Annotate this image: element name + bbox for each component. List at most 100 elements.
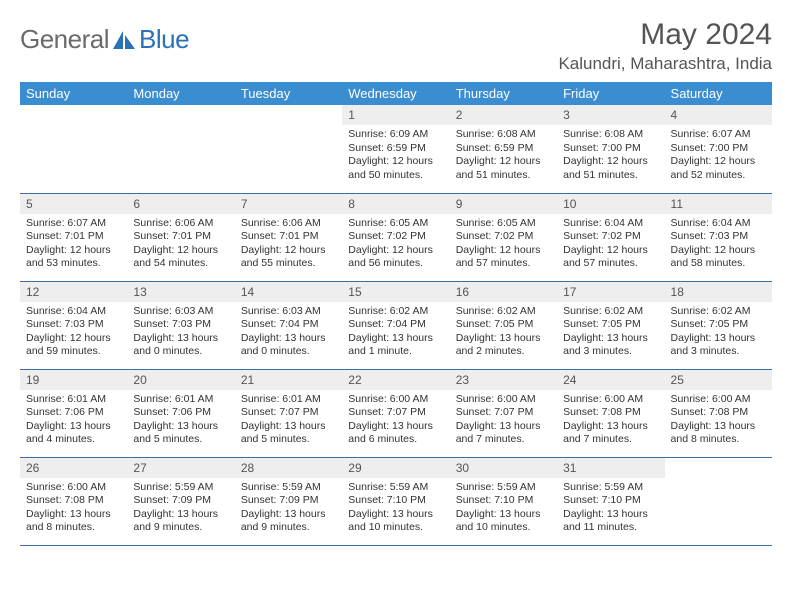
detail-line: Sunset: 6:59 PM (456, 142, 551, 156)
day-details: Sunrise: 6:09 AMSunset: 6:59 PMDaylight:… (342, 125, 449, 187)
day-number: 8 (342, 194, 449, 214)
detail-line: and 2 minutes. (456, 345, 551, 359)
detail-line: and 53 minutes. (26, 257, 121, 271)
calendar-day-cell: 8Sunrise: 6:05 AMSunset: 7:02 PMDaylight… (342, 193, 449, 281)
detail-line: Daylight: 13 hours (456, 332, 551, 346)
detail-line: Daylight: 13 hours (456, 508, 551, 522)
detail-line: Sunrise: 6:00 AM (26, 481, 121, 495)
detail-line: Sunrise: 5:59 AM (241, 481, 336, 495)
detail-line: Sunrise: 6:04 AM (563, 217, 658, 231)
detail-line: Sunset: 7:08 PM (26, 494, 121, 508)
calendar-table: Sunday Monday Tuesday Wednesday Thursday… (20, 82, 772, 546)
day-number: 25 (665, 370, 772, 390)
calendar-day-cell: 13Sunrise: 6:03 AMSunset: 7:03 PMDayligh… (127, 281, 234, 369)
weekday-header: Sunday (20, 82, 127, 105)
detail-line: and 50 minutes. (348, 169, 443, 183)
detail-line: Daylight: 13 hours (133, 508, 228, 522)
calendar-day-cell: 3Sunrise: 6:08 AMSunset: 7:00 PMDaylight… (557, 105, 664, 193)
day-number: 19 (20, 370, 127, 390)
detail-line: Daylight: 13 hours (563, 508, 658, 522)
day-details: Sunrise: 6:01 AMSunset: 7:07 PMDaylight:… (235, 390, 342, 452)
calendar-day-cell: 24Sunrise: 6:00 AMSunset: 7:08 PMDayligh… (557, 369, 664, 457)
detail-line: and 8 minutes. (26, 521, 121, 535)
day-details: Sunrise: 6:04 AMSunset: 7:03 PMDaylight:… (665, 214, 772, 276)
detail-line: Sunrise: 6:07 AM (671, 128, 766, 142)
detail-line: Daylight: 12 hours (26, 332, 121, 346)
detail-line: Sunset: 7:05 PM (456, 318, 551, 332)
detail-line: Sunset: 7:03 PM (671, 230, 766, 244)
detail-line: Daylight: 13 hours (133, 420, 228, 434)
day-details: Sunrise: 6:05 AMSunset: 7:02 PMDaylight:… (450, 214, 557, 276)
day-number: 28 (235, 458, 342, 478)
detail-line: Sunrise: 6:02 AM (456, 305, 551, 319)
detail-line: and 1 minute. (348, 345, 443, 359)
detail-line: Sunrise: 6:04 AM (671, 217, 766, 231)
day-number: 23 (450, 370, 557, 390)
detail-line: and 51 minutes. (456, 169, 551, 183)
day-details: Sunrise: 6:07 AMSunset: 7:01 PMDaylight:… (20, 214, 127, 276)
detail-line: and 59 minutes. (26, 345, 121, 359)
day-details: Sunrise: 6:00 AMSunset: 7:07 PMDaylight:… (450, 390, 557, 452)
calendar-day-cell: 18Sunrise: 6:02 AMSunset: 7:05 PMDayligh… (665, 281, 772, 369)
calendar-day-cell: 16Sunrise: 6:02 AMSunset: 7:05 PMDayligh… (450, 281, 557, 369)
detail-line: Sunset: 7:06 PM (133, 406, 228, 420)
detail-line: Sunrise: 6:03 AM (133, 305, 228, 319)
detail-line: Sunrise: 6:03 AM (241, 305, 336, 319)
month-title: May 2024 (558, 18, 772, 52)
detail-line: Sunrise: 5:59 AM (456, 481, 551, 495)
detail-line: Sunrise: 6:01 AM (241, 393, 336, 407)
detail-line: Daylight: 13 hours (563, 332, 658, 346)
calendar-day-cell: 7Sunrise: 6:06 AMSunset: 7:01 PMDaylight… (235, 193, 342, 281)
detail-line: Sunrise: 6:04 AM (26, 305, 121, 319)
detail-line: and 54 minutes. (133, 257, 228, 271)
day-details: Sunrise: 6:03 AMSunset: 7:03 PMDaylight:… (127, 302, 234, 364)
calendar-day-cell: 22Sunrise: 6:00 AMSunset: 7:07 PMDayligh… (342, 369, 449, 457)
detail-line: and 6 minutes. (348, 433, 443, 447)
day-details: Sunrise: 6:01 AMSunset: 7:06 PMDaylight:… (20, 390, 127, 452)
calendar-day-cell: 6Sunrise: 6:06 AMSunset: 7:01 PMDaylight… (127, 193, 234, 281)
day-details: Sunrise: 6:00 AMSunset: 7:08 PMDaylight:… (20, 478, 127, 540)
calendar-day-cell: 21Sunrise: 6:01 AMSunset: 7:07 PMDayligh… (235, 369, 342, 457)
calendar-day-cell: 15Sunrise: 6:02 AMSunset: 7:04 PMDayligh… (342, 281, 449, 369)
day-details: Sunrise: 5:59 AMSunset: 7:10 PMDaylight:… (450, 478, 557, 540)
detail-line: Daylight: 12 hours (26, 244, 121, 258)
detail-line: Daylight: 12 hours (348, 155, 443, 169)
detail-line: Daylight: 12 hours (563, 244, 658, 258)
day-number: 15 (342, 282, 449, 302)
day-details: Sunrise: 6:00 AMSunset: 7:08 PMDaylight:… (665, 390, 772, 452)
detail-line: Sunset: 7:07 PM (241, 406, 336, 420)
day-details: Sunrise: 6:04 AMSunset: 7:03 PMDaylight:… (20, 302, 127, 364)
detail-line: Daylight: 13 hours (671, 420, 766, 434)
day-details: Sunrise: 5:59 AMSunset: 7:10 PMDaylight:… (557, 478, 664, 540)
detail-line: Daylight: 12 hours (563, 155, 658, 169)
calendar-day-cell: 30Sunrise: 5:59 AMSunset: 7:10 PMDayligh… (450, 457, 557, 545)
detail-line: and 55 minutes. (241, 257, 336, 271)
day-details: Sunrise: 6:06 AMSunset: 7:01 PMDaylight:… (127, 214, 234, 276)
logo-text-blue: Blue (139, 24, 189, 55)
detail-line: Sunrise: 6:09 AM (348, 128, 443, 142)
detail-line: Sunrise: 6:00 AM (456, 393, 551, 407)
day-number: 24 (557, 370, 664, 390)
day-number: 27 (127, 458, 234, 478)
detail-line: Daylight: 12 hours (456, 155, 551, 169)
calendar-day-cell (20, 105, 127, 193)
detail-line: and 9 minutes. (133, 521, 228, 535)
day-details: Sunrise: 6:00 AMSunset: 7:08 PMDaylight:… (557, 390, 664, 452)
calendar-week-row: 26Sunrise: 6:00 AMSunset: 7:08 PMDayligh… (20, 457, 772, 545)
day-details: Sunrise: 5:59 AMSunset: 7:09 PMDaylight:… (235, 478, 342, 540)
detail-line: Sunset: 7:05 PM (671, 318, 766, 332)
detail-line: and 5 minutes. (133, 433, 228, 447)
day-details: Sunrise: 6:02 AMSunset: 7:05 PMDaylight:… (450, 302, 557, 364)
detail-line: and 57 minutes. (563, 257, 658, 271)
day-details: Sunrise: 6:05 AMSunset: 7:02 PMDaylight:… (342, 214, 449, 276)
detail-line: Sunrise: 6:02 AM (563, 305, 658, 319)
day-number: 10 (557, 194, 664, 214)
detail-line: Sunrise: 6:02 AM (671, 305, 766, 319)
detail-line: Daylight: 13 hours (241, 508, 336, 522)
weekday-header-row: Sunday Monday Tuesday Wednesday Thursday… (20, 82, 772, 105)
calendar-day-cell: 10Sunrise: 6:04 AMSunset: 7:02 PMDayligh… (557, 193, 664, 281)
day-details: Sunrise: 5:59 AMSunset: 7:09 PMDaylight:… (127, 478, 234, 540)
weekday-header: Friday (557, 82, 664, 105)
day-details: Sunrise: 6:07 AMSunset: 7:00 PMDaylight:… (665, 125, 772, 187)
day-number: 31 (557, 458, 664, 478)
